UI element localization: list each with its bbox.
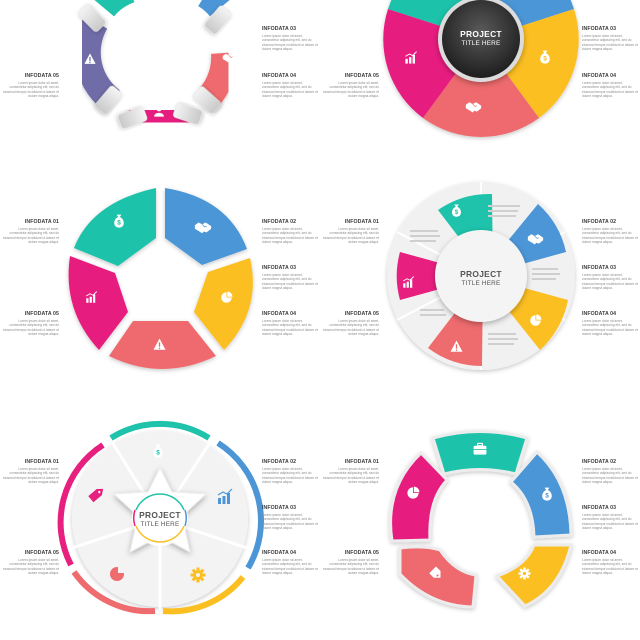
panel-5-center-title: PROJECT TITLE HERE	[120, 510, 200, 528]
infodata-05-label: INFODATA 05 Lorem ipsum dolor sit amet, c…	[3, 311, 59, 336]
infodata-02-label: INFODATA 02 Lorem ipsum dolor sit amet, c…	[582, 459, 638, 484]
bar-chart-icon	[217, 488, 233, 504]
infodata-01-label: INFODATA 01 Lorem ipsum dolor sit amet, c…	[323, 219, 379, 244]
infodata-03-label: INFODATA 03 Lorem ipsum dolor sit amet, c…	[582, 26, 638, 51]
panel-4-center-title: PROJECT TITLE HERE	[441, 269, 521, 287]
rim-arc-yellow	[162, 575, 246, 615]
panel-2-center	[404, 0, 550, 113]
infodata-01-label: INFODATA 01 Lorem ipsum dolor sit amet, c…	[3, 459, 59, 484]
project-title: PROJECT	[139, 510, 181, 520]
ring-segment-blue	[508, 449, 573, 539]
infodata-03-label: INFODATA 03 Lorem ipsum dolor sit amet, c…	[262, 26, 318, 51]
tag-icon	[88, 488, 104, 503]
project-title: PROJECT	[460, 29, 502, 39]
infodata-03-label: INFODATA 03 Lorem ipsum dolor sit amet, c…	[262, 505, 318, 530]
ring-segment-yellow	[494, 543, 573, 608]
rim-arc-salmon	[71, 570, 156, 615]
infodata-01-label: INFODATA 01 Lorem ipsum dolor sit amet, c…	[323, 459, 379, 484]
chain-segment-teal	[94, 0, 135, 17]
infodata-04-label: INFODATA 04 Lorem ipsum dolor sit amet, c…	[262, 311, 318, 336]
infodata-02-label: INFODATA 02 Lorem ipsum dolor sit amet, c…	[582, 219, 638, 244]
infodata-04-label: INFODATA 04 Lorem ipsum dolor sit amet, c…	[262, 550, 318, 575]
panel-6-segment-ring	[389, 430, 573, 609]
infodata-04-label: INFODATA 04 Lorem ipsum dolor sit amet, c…	[582, 73, 638, 98]
infodata-02-label: INFODATA 02 Lorem ipsum dolor sit amet, c…	[262, 219, 318, 244]
project-subtitle: TITLE HERE	[461, 280, 501, 287]
chain-segment-blue	[197, 0, 230, 17]
rim-arc-blue	[216, 440, 264, 570]
project-title: PROJECT	[460, 269, 502, 279]
infodata-05-label: INFODATA 05 Lorem ipsum dolor sit amet, c…	[3, 73, 59, 98]
infodata-04-label: INFODATA 04 Lorem ipsum dolor sit amet, c…	[582, 311, 638, 336]
ring-segment-pink	[389, 450, 450, 543]
pie-chart-icon	[110, 566, 125, 581]
segment-pink	[68, 256, 128, 350]
segment-teal	[74, 188, 156, 266]
infodata-02-label: INFODATA 02 Lorem ipsum dolor sit amet, c…	[262, 459, 318, 484]
infodata-04-label: INFODATA 04 Lorem ipsum dolor sit amet, c…	[582, 550, 638, 575]
infodata-03-label: INFODATA 03 Lorem ipsum dolor sit amet, c…	[262, 265, 318, 290]
infodata-01-label: INFODATA 01 Lorem ipsum dolor sit amet, c…	[3, 219, 59, 244]
infodata-05-label: INFODATA 05 Lorem ipsum dolor sit amet, c…	[323, 73, 379, 98]
pie-slice-salmon	[423, 39, 539, 138]
infodata-03-label: INFODATA 03 Lorem ipsum dolor sit amet, c…	[582, 265, 638, 290]
gear-icon	[190, 567, 206, 583]
panel-2-center-title: PROJECT TITLE HERE	[441, 29, 521, 47]
infodata-05-label: INFODATA 05 Lorem ipsum dolor sit amet, c…	[323, 550, 379, 575]
panel-4-wheel-diagram	[387, 182, 575, 370]
rim-arc-pink	[57, 442, 105, 567]
project-subtitle: TITLE HERE	[140, 521, 180, 528]
gear-icon	[518, 567, 531, 580]
infodata-05-label: INFODATA 05 Lorem ipsum dolor sit amet, c…	[3, 550, 59, 575]
project-subtitle: TITLE HERE	[461, 40, 501, 47]
infodata-05-label: INFODATA 05 Lorem ipsum dolor sit amet, c…	[323, 311, 379, 336]
infodata-04-label: INFODATA 04 Lorem ipsum dolor sit amet, c…	[262, 73, 318, 98]
panel-3-pentagon-diagram	[68, 188, 253, 369]
panel-5-star-diagram	[57, 420, 264, 615]
rim-arc-teal	[109, 420, 211, 441]
infodata-03-label: INFODATA 03 Lorem ipsum dolor sit amet, c…	[582, 505, 638, 530]
segment-yellow	[194, 258, 253, 350]
chain-links	[77, 4, 232, 129]
panel-1-chain-diagram	[74, 0, 238, 134]
